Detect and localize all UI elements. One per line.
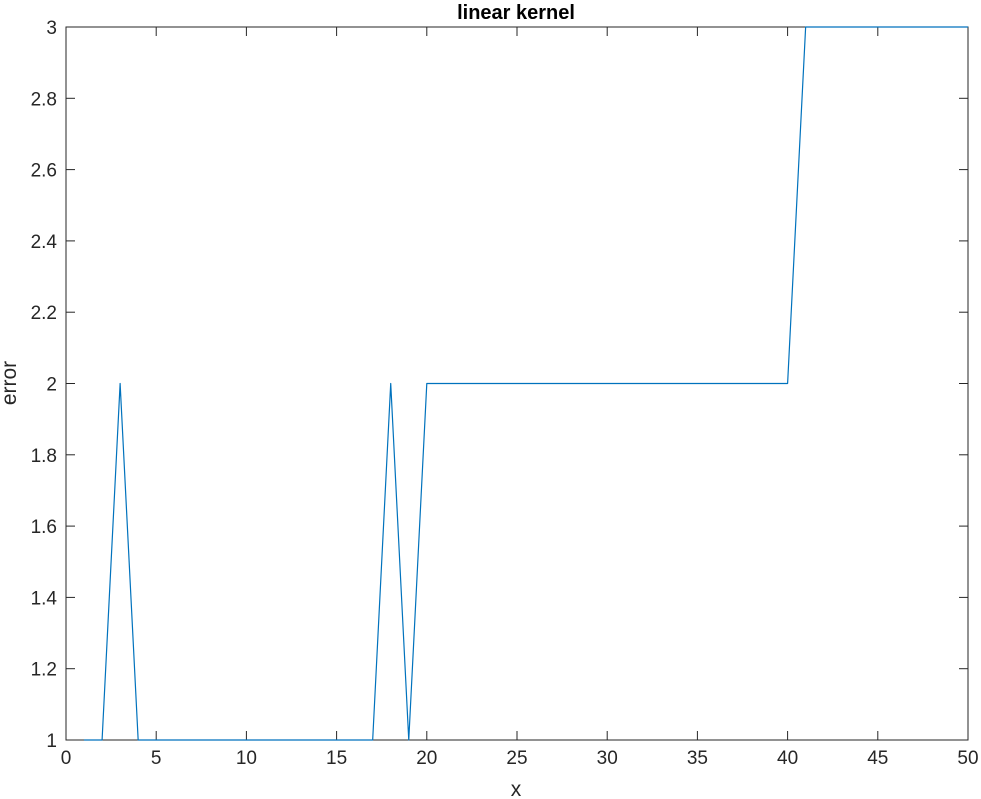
x-tick-label: 50 <box>957 748 978 769</box>
y-tick-label: 1 <box>46 731 57 752</box>
series-line <box>84 26 968 741</box>
x-tick-label: 30 <box>597 748 618 769</box>
y-tick-label: 2.6 <box>31 161 57 182</box>
y-tick-label: 2.4 <box>31 232 58 253</box>
y-tick-label: 1.2 <box>31 660 57 681</box>
x-tick-label: 20 <box>416 748 437 769</box>
x-tick-label: 25 <box>506 748 527 769</box>
ticks <box>65 26 969 741</box>
x-tick-label: 5 <box>151 748 162 769</box>
x-axis-label: x <box>511 778 522 799</box>
y-tick-label: 1.6 <box>31 517 57 538</box>
x-tick-label: 0 <box>61 748 72 769</box>
x-tick-label: 35 <box>687 748 708 769</box>
series-group <box>84 26 968 741</box>
tick-labels: 0 5 10 15 20 25 30 35 40 45 50 1 1.2 1.4 1.6 1.8 2 2.2 2.4… <box>31 18 979 769</box>
x-tick-label: 15 <box>326 748 347 769</box>
chart-title: linear kernel <box>457 2 575 24</box>
y-tick-label: 3 <box>46 18 57 39</box>
x-tick-label: 40 <box>777 748 798 769</box>
y-tick-label: 2.2 <box>31 303 57 324</box>
x-tick-label: 10 <box>236 748 257 769</box>
y-tick-label: 2.8 <box>31 89 57 110</box>
y-axis-label: error <box>0 361 21 405</box>
y-tick-label: 2 <box>46 375 57 396</box>
y-tick-label: 1.8 <box>31 446 57 467</box>
y-tick-label: 1.4 <box>31 588 58 609</box>
x-tick-label: 45 <box>867 748 888 769</box>
